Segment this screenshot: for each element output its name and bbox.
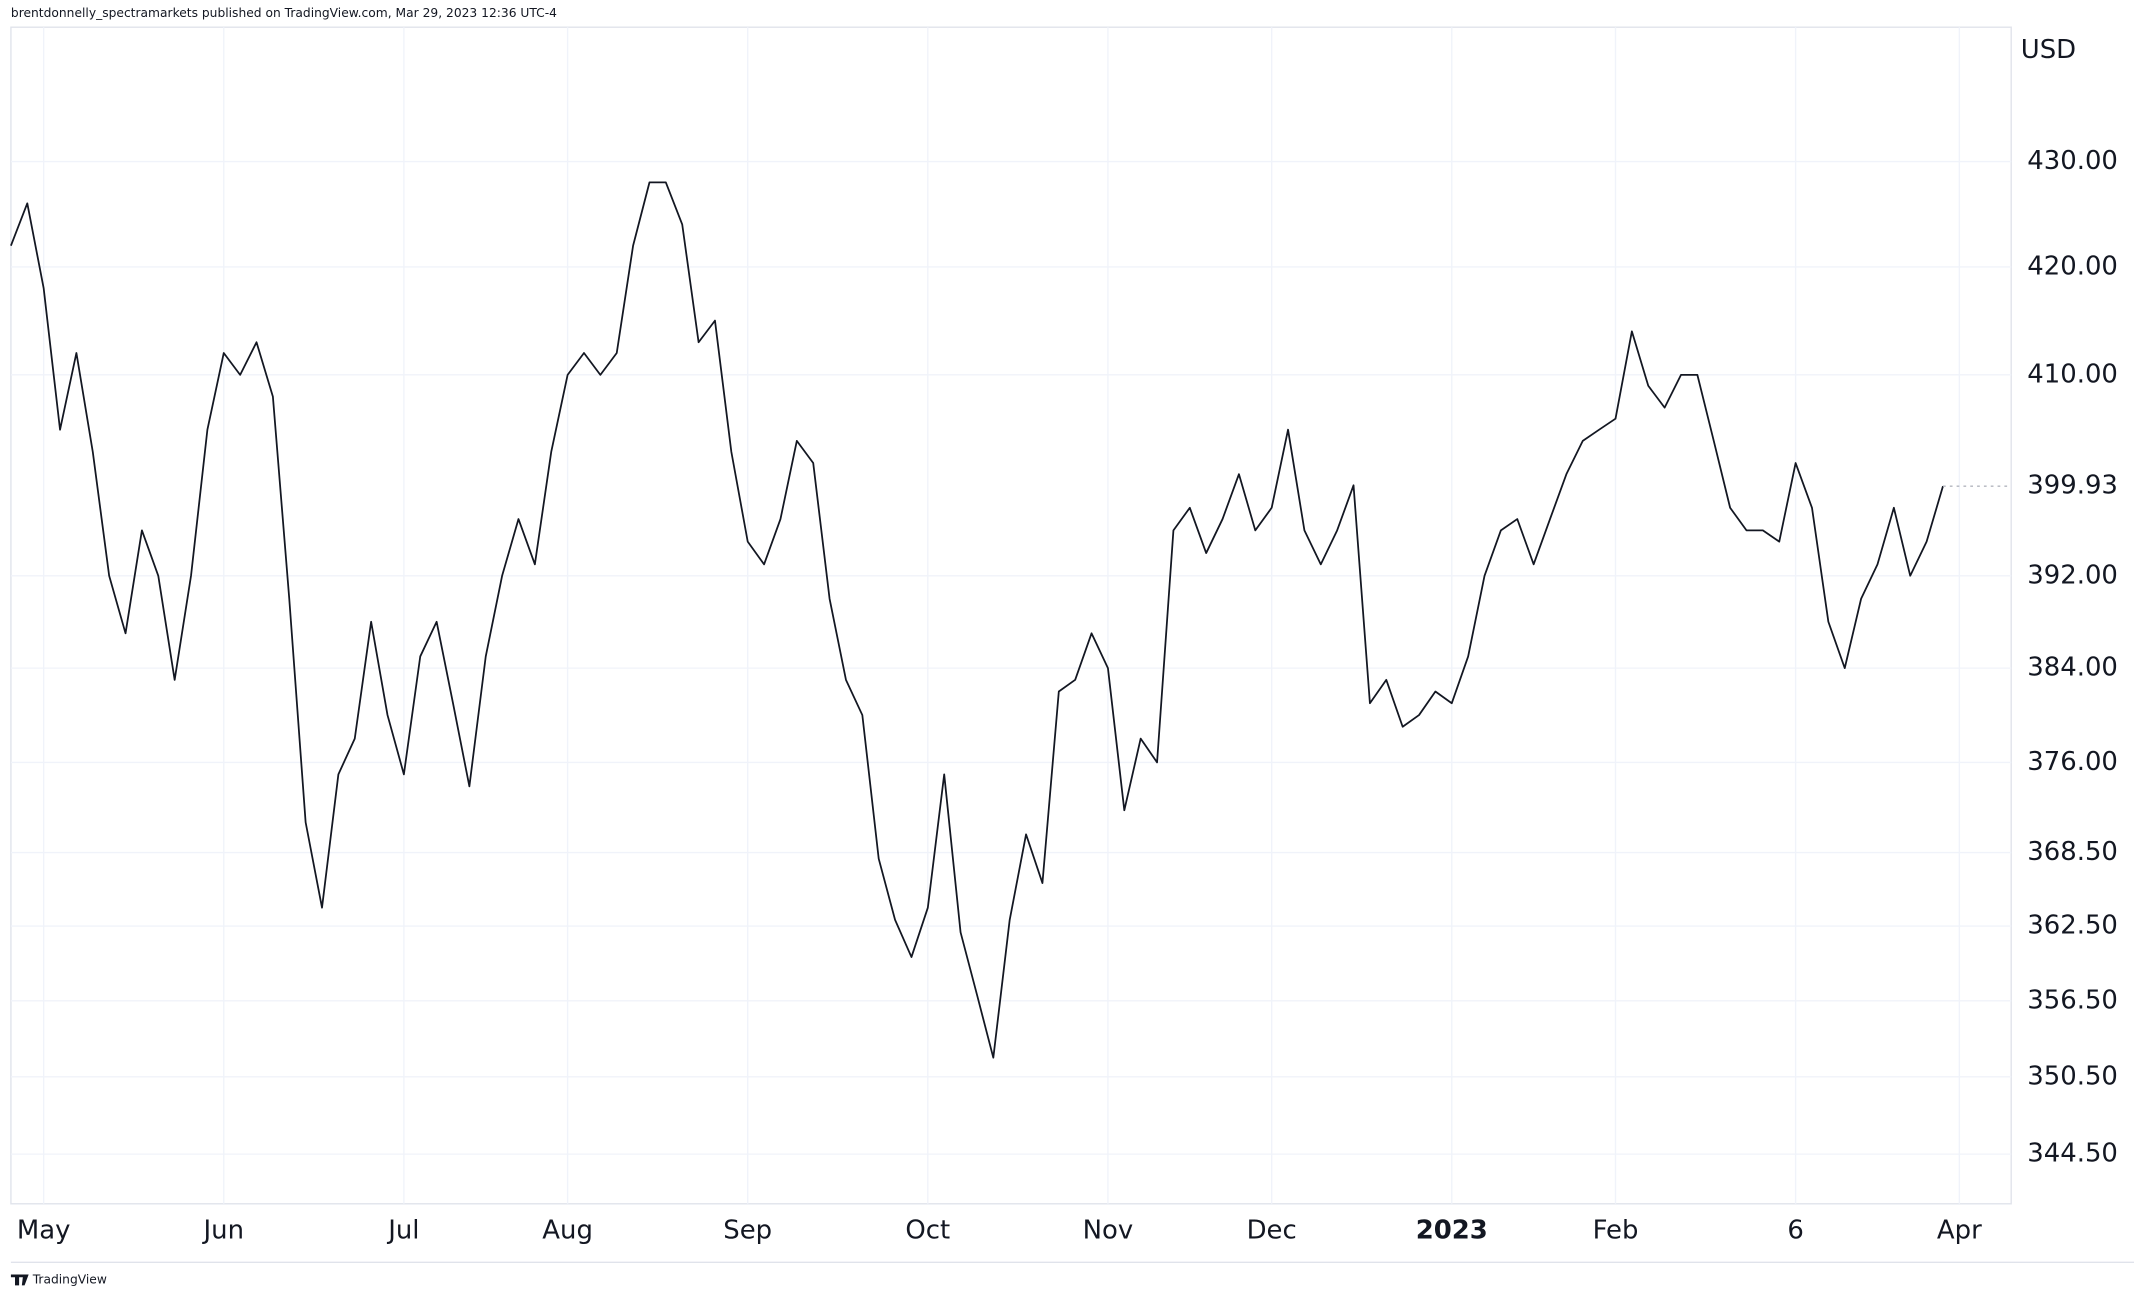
y-tick-label: 350.50: [2027, 1061, 2118, 1091]
y-tick-label: 344.50: [2027, 1139, 2118, 1169]
x-tick-label: Feb: [1593, 1216, 1639, 1246]
x-tick-label: Sep: [723, 1216, 772, 1246]
x-tick-label: Oct: [905, 1216, 950, 1246]
y-tick-label: 384.00: [2027, 653, 2118, 683]
x-tick-label: Jun: [202, 1216, 245, 1246]
x-tick-label: Apr: [1937, 1216, 1982, 1246]
plot-frame: [10, 26, 2012, 1205]
y-tick-label: 420.00: [2027, 251, 2118, 281]
x-tick-label: Aug: [542, 1216, 593, 1246]
y-tick-label: 356.50: [2027, 985, 2118, 1015]
x-tick-label: Dec: [1247, 1216, 1297, 1246]
last-price-label: 399.93: [2027, 471, 2118, 501]
x-tick-label: Nov: [1083, 1216, 1134, 1246]
y-tick-label: 430.00: [2027, 146, 2118, 176]
x-tick-label: May: [17, 1216, 71, 1246]
currency-label: USD: [2021, 35, 2076, 65]
y-tick-label: 362.50: [2027, 911, 2118, 941]
y-tick-label: 368.50: [2027, 837, 2118, 867]
watermark: TradingView: [32, 1272, 107, 1286]
x-tick-label: 2023: [1416, 1216, 1488, 1246]
x-tick-label: Jul: [386, 1216, 419, 1246]
publish-header: brentdonnelly_spectramarkets published o…: [11, 6, 557, 20]
y-tick-label: 376.00: [2027, 747, 2118, 777]
y-tick-label: 410.00: [2027, 359, 2118, 389]
logo: [10, 1274, 29, 1286]
x-tick-label: 6: [1787, 1216, 1803, 1246]
y-tick-label: 392.00: [2027, 560, 2118, 590]
price-line: [10, 181, 1944, 1059]
